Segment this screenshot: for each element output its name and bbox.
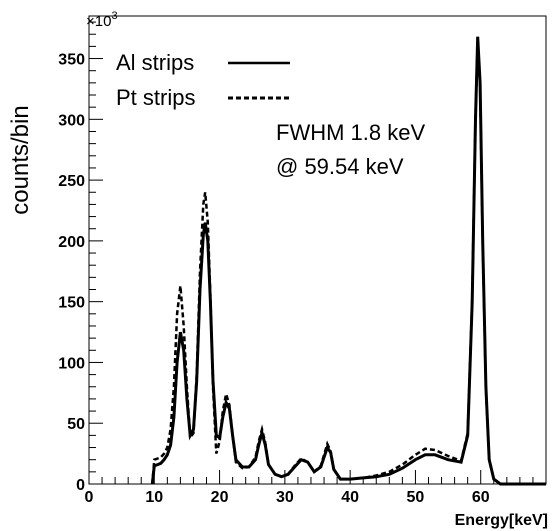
- legend: Al strips Pt strips: [116, 50, 290, 110]
- legend-label-pt-strips: Pt strips: [116, 85, 195, 110]
- y-axis-multiplier-exponent: 3: [111, 10, 117, 22]
- y-tick-label: 300: [58, 112, 85, 129]
- x-tick-label: 10: [145, 489, 163, 506]
- x-tick-label: 40: [341, 489, 359, 506]
- series-al-strips-line: [150, 36, 546, 486]
- x-tick-label: 20: [211, 489, 229, 506]
- x-tick-label: 30: [276, 489, 294, 506]
- x-tick-label: 50: [407, 489, 425, 506]
- x-tick-label: 0: [85, 489, 94, 506]
- y-axis-multiplier: ×103: [86, 10, 118, 30]
- y-tick-label: 100: [58, 355, 85, 372]
- y-axis-multiplier-base: ×10: [86, 13, 111, 30]
- legend-label-al-strips: Al strips: [116, 50, 194, 75]
- axis-tick-labels: 0 10 20 30 40 50 60 0 50 100 150 200 250 300 350: [58, 52, 489, 506]
- x-tick-label: 60: [472, 489, 490, 506]
- plot-frame: [88, 15, 547, 485]
- y-tick-label: 0: [76, 477, 85, 494]
- y-tick-label: 50: [67, 416, 85, 433]
- y-axis-title: counts/bin: [7, 105, 34, 214]
- annotation-fwhm: FWHM 1.8 keV: [276, 120, 425, 145]
- y-tick-label: 150: [58, 295, 85, 312]
- x-axis-title: Energy[keV]: [455, 512, 548, 529]
- y-tick-label: 350: [58, 52, 85, 69]
- axis-ticks: [88, 21, 547, 485]
- annotation-energy: @ 59.54 keV: [276, 154, 404, 179]
- y-tick-label: 250: [58, 173, 85, 190]
- y-tick-label: 200: [58, 234, 85, 251]
